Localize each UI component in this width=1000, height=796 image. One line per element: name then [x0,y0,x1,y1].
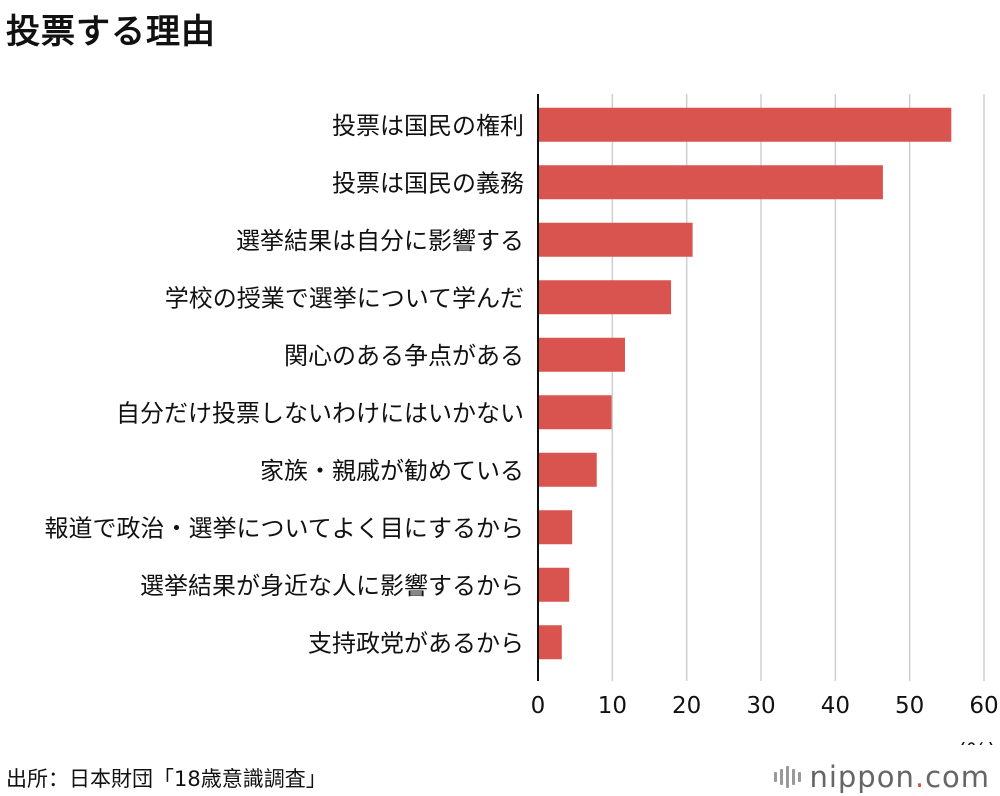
category-label: 支持政党があるから [308,629,524,657]
category-label: 選挙結果が身近な人に影響するから [140,572,524,600]
x-tick-label: 60 [969,693,998,719]
x-tick-label: 0 [531,693,546,719]
x-tick-label: 50 [895,693,924,719]
bar [538,625,562,660]
brand-dot: . [914,760,926,794]
category-label: 学校の授業で選挙について学んだ [165,284,524,312]
x-tick-label: 10 [598,693,627,719]
bar [538,567,570,602]
x-tick-label: 20 [672,693,701,719]
category-label: 自分だけ投票しないわけにはいかない [116,399,524,427]
chart-title: 投票する理由 [6,12,216,52]
category-label: 投票は国民の権利 [332,112,524,140]
bar [538,165,883,200]
bar [538,107,952,142]
brand-name: nippon [809,760,915,794]
x-axis-unit: (%) [958,740,996,745]
bar-chart: 投票は国民の権利投票は国民の義務選挙結果は自分に影響する学校の授業で選挙について… [44,94,999,745]
sound-bars-icon [774,766,802,788]
brand-logo: nippon. com [774,760,990,794]
x-tick-label: 30 [746,693,775,719]
source-note: 出所：日本財団「18歳意識調査」 [6,767,327,791]
bar [538,510,573,545]
bar [538,395,612,430]
category-label: 報道で政治・選挙についてよく目にするから [44,514,524,542]
category-labels: 投票は国民の権利投票は国民の義務選挙結果は自分に影響する学校の授業で選挙について… [44,112,524,658]
bar [538,280,672,315]
bar [538,337,625,372]
x-tick-label: 40 [821,693,850,719]
category-label: 関心のある争点がある [284,342,524,370]
category-label: 家族・親戚が勧めている [260,457,524,485]
category-label: 選挙結果は自分に影響する [236,227,524,255]
x-tick-labels: 0 10 20 30 40 50 60 [531,693,999,719]
bar [538,452,597,487]
bar [538,222,693,257]
brand-tld: com [925,760,990,794]
category-label: 投票は国民の義務 [332,169,524,197]
bars [538,107,952,660]
